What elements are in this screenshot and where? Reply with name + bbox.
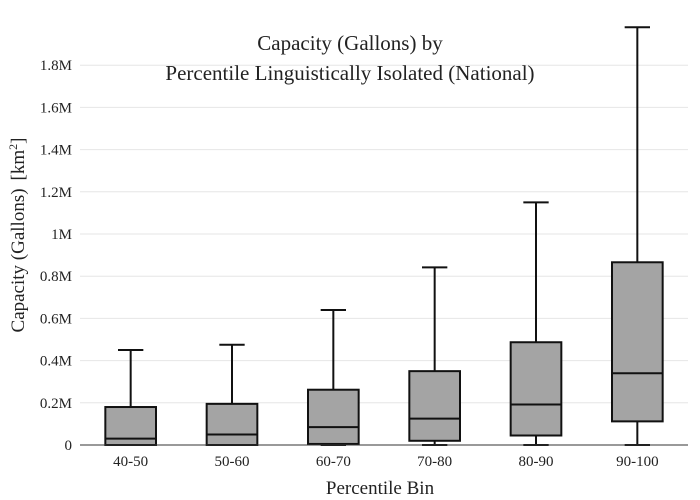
y-tick-label: 1.6M bbox=[40, 100, 72, 116]
y-tick-labels: 0 0.2M 0.4M 0.6M 0.8M 1M 1.2M 1.4M 1.6M 1.8M bbox=[40, 58, 72, 454]
x-axis-title: Percentile Bin bbox=[326, 478, 435, 499]
x-tick-label: 70-80 bbox=[417, 454, 452, 470]
y-tick-label: 0 bbox=[65, 438, 73, 454]
box-70-80 bbox=[408, 266, 462, 446]
y-tick-label: 1.8M bbox=[40, 58, 72, 74]
iqr-box bbox=[408, 370, 462, 442]
y-tick-label: 1.4M bbox=[40, 143, 72, 159]
box-80-90 bbox=[509, 201, 563, 446]
iqr-box bbox=[509, 341, 563, 437]
x-tick-label: 40-50 bbox=[113, 454, 148, 470]
box-40-50 bbox=[104, 349, 158, 446]
boxes-layer bbox=[104, 26, 664, 447]
y-tick-label: 0.2M bbox=[40, 396, 72, 412]
y-axis-units-superscript: 2 bbox=[6, 144, 20, 150]
y-tick-label: 0.4M bbox=[40, 354, 72, 370]
y-axis-title-text: Capacity (Gallons) bbox=[8, 188, 29, 332]
y-tick-label: 1.2M bbox=[40, 185, 72, 201]
y-axis-title: Capacity (Gallons) [km2] bbox=[6, 138, 29, 333]
x-tick-label: 50-60 bbox=[215, 454, 250, 470]
iqr-box bbox=[205, 402, 259, 447]
gridlines bbox=[80, 64, 688, 404]
y-tick-label: 0.8M bbox=[40, 269, 72, 285]
box-50-60 bbox=[205, 343, 259, 447]
y-tick-label: 0.6M bbox=[40, 311, 72, 327]
x-tick-label: 80-90 bbox=[519, 454, 554, 470]
chart-title-line-2: Percentile Linguistically Isolated (Nati… bbox=[165, 61, 534, 85]
x-tick-label: 90-100 bbox=[616, 454, 659, 470]
chart-title-line-1: Capacity (Gallons) by bbox=[257, 31, 443, 55]
y-tick-label: 1M bbox=[51, 227, 72, 243]
x-tick-label: 60-70 bbox=[316, 454, 351, 470]
y-axis-units: [km2] bbox=[6, 138, 29, 181]
box-90-100 bbox=[611, 26, 664, 446]
box-60-70 bbox=[307, 308, 360, 446]
iqr-box bbox=[307, 388, 360, 445]
x-tick-labels: 40-50 50-60 60-70 70-80 80-90 90-100 bbox=[113, 454, 658, 470]
iqr-box bbox=[611, 261, 664, 423]
